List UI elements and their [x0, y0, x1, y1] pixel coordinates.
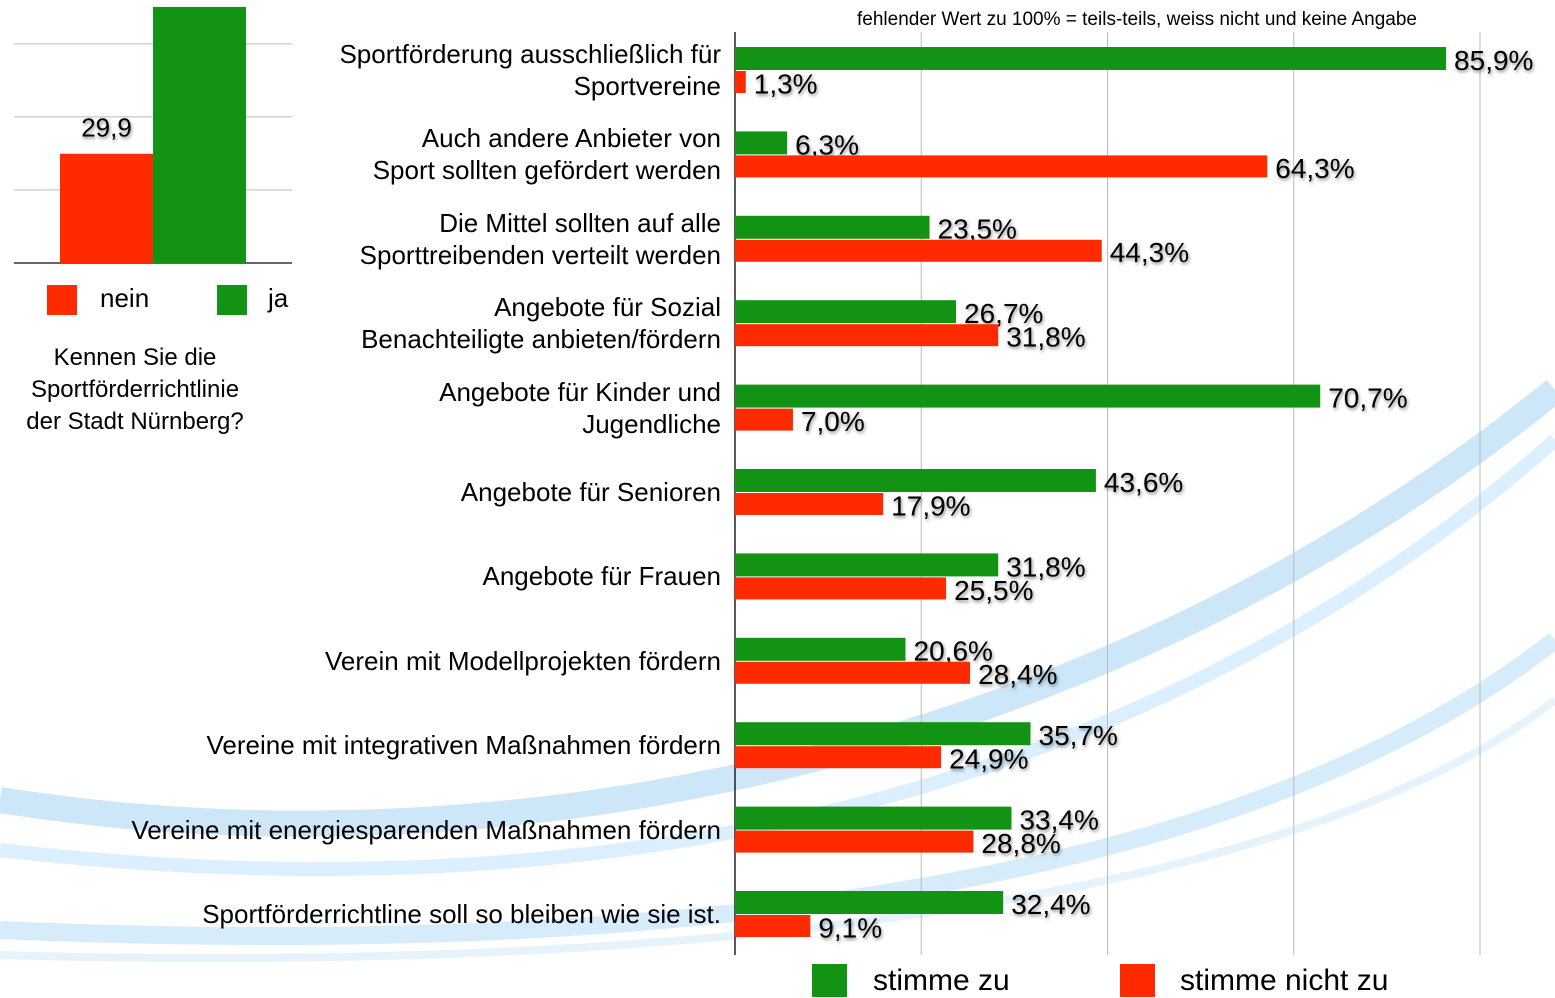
value-label: 85,9% [1454, 45, 1533, 76]
bar [735, 662, 970, 684]
bar [735, 746, 941, 768]
legend-label: stimme nicht zu [1180, 964, 1388, 997]
value-label: 35,7% [1039, 720, 1118, 751]
subtitle: fehlender Wert zu 100% = teils-teils, we… [857, 9, 1417, 30]
value-label: 44,3% [1110, 237, 1189, 268]
legend-label: nein [100, 283, 149, 313]
bar [735, 216, 930, 239]
bar [735, 553, 998, 576]
category-label: Angebote für Senioren [461, 476, 721, 508]
bar [735, 131, 787, 154]
value-label: 43,6% [1104, 467, 1183, 498]
value-label: 7,0% [801, 406, 865, 437]
chart-title: Kennen Sie die Sportförderrichtlinie der… [0, 342, 270, 438]
value-label: 9,1% [818, 912, 882, 943]
legend-label: stimme zu [873, 964, 1010, 997]
category-label: Angebote für Sozial Benachteiligte anbie… [361, 291, 721, 355]
bar [735, 493, 883, 515]
legend-label: ja [267, 283, 289, 313]
category-label: Die Mittel sollten auf alle Sporttreiben… [360, 207, 721, 271]
bar [735, 71, 746, 93]
bar [735, 638, 906, 661]
bar [735, 240, 1102, 262]
category-label: Sportförderung ausschließlich für Sportv… [339, 38, 721, 102]
value-label: 28,8% [981, 828, 1060, 859]
bar [735, 409, 793, 431]
category-label: Verein mit Modellprojekten fördern [325, 645, 721, 677]
bar [153, 7, 246, 263]
value-label: 24,9% [949, 744, 1028, 775]
bar [735, 831, 973, 853]
category-label: Angebote für Kinder und Jugendliche [439, 376, 721, 440]
value-label: 64,3% [1275, 153, 1354, 184]
bar [735, 324, 998, 346]
category-label: Auch andere Anbieter von Sport sollten g… [373, 122, 721, 186]
bar [735, 155, 1267, 177]
legend-swatch [1120, 964, 1155, 997]
legend-swatch [812, 964, 847, 997]
category-label: Vereine mit integrativen Maßnahmen förde… [207, 729, 722, 761]
value-label: 31,8% [1006, 322, 1085, 353]
value-label: 28,4% [978, 659, 1057, 690]
value-label: 29,9 [81, 113, 132, 143]
bar [735, 469, 1096, 492]
bar [735, 300, 956, 323]
value-label: 17,9% [891, 490, 970, 521]
bar [735, 807, 1011, 830]
value-label: 32,4% [1011, 889, 1090, 920]
bar [735, 47, 1446, 70]
bar [735, 915, 810, 937]
bar [735, 577, 946, 599]
legend-swatch [47, 285, 77, 315]
bar [735, 722, 1031, 745]
chart: 29,9 nein ja fehlender Wert zu 100% = teils… [0, 0, 1555, 998]
legend-swatch [217, 285, 247, 315]
value-label: 70,7% [1328, 382, 1407, 413]
category-label: Sportförderrichtline soll so bleiben wie… [202, 898, 721, 930]
bar [60, 154, 153, 263]
category-label: Angebote für Frauen [483, 560, 722, 592]
value-label: 25,5% [954, 575, 1033, 606]
bar [735, 385, 1320, 408]
category-label: Vereine mit energiesparenden Maßnahmen f… [131, 814, 721, 846]
value-label: 1,3% [754, 68, 818, 99]
bar [735, 891, 1003, 914]
page: 29,9 nein ja fehlender Wert zu 100% = teils… [0, 0, 1555, 998]
